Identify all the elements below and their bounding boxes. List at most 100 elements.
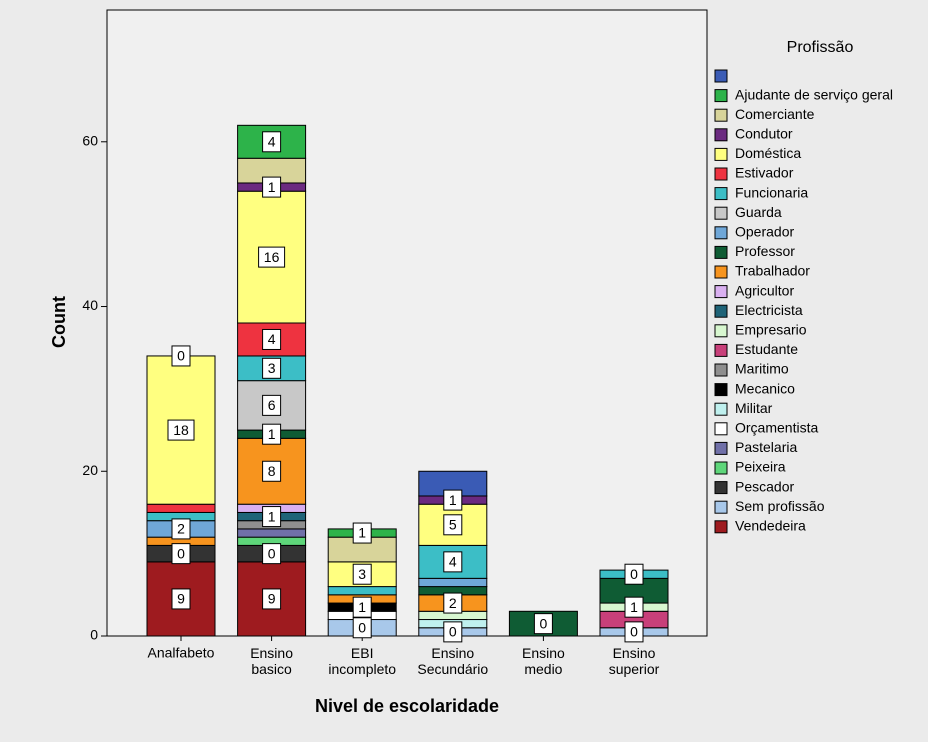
legend-label: Orçamentista [735, 420, 818, 436]
bar-segment [418, 577, 488, 588]
legend-label: Pastelaria [735, 439, 797, 455]
legend-label: Condutor [735, 126, 793, 142]
data-label: 6 [268, 397, 276, 413]
data-label: 0 [630, 624, 638, 640]
legend-label: Electricista [735, 302, 803, 318]
data-label-box [352, 617, 372, 639]
data-label-box [262, 357, 282, 379]
data-label-box [533, 613, 553, 635]
data-label-box [352, 563, 372, 585]
legend-swatch [714, 363, 728, 377]
data-label-box [262, 460, 282, 482]
legend-label: Guarda [735, 204, 782, 220]
bar-segment [146, 503, 216, 513]
data-label: 4 [268, 133, 276, 149]
data-label: 2 [449, 595, 457, 611]
legend-swatch [714, 461, 728, 475]
data-label: 5 [449, 517, 457, 533]
legend-swatch [714, 285, 728, 299]
legend-swatch [714, 304, 728, 318]
data-label-box [258, 246, 286, 268]
legend-label: Empresario [735, 322, 807, 338]
x-axis-label: Nivel de escolaridade [315, 696, 499, 716]
data-label: 9 [177, 591, 185, 607]
legend-label: Operador [735, 224, 794, 240]
data-label-box [443, 592, 463, 614]
data-label-box [443, 514, 463, 536]
x-tick-label: Ensino basico [250, 645, 293, 677]
legend-swatch [714, 245, 728, 259]
data-label: 16 [264, 249, 280, 265]
data-label-box [443, 551, 463, 573]
data-label: 8 [268, 463, 276, 479]
data-label: 1 [268, 508, 276, 524]
data-label: 0 [177, 348, 185, 364]
legend-label: Estudante [735, 341, 798, 357]
data-label: 4 [268, 331, 276, 347]
legend-label: Vendedeira [735, 518, 806, 534]
legend-swatch [714, 441, 728, 455]
data-label-box [262, 328, 282, 350]
legend-label: Pescador [735, 478, 794, 494]
legend-swatch [714, 147, 728, 161]
data-label-box [167, 419, 195, 441]
data-label: 4 [449, 554, 457, 570]
legend-swatch [714, 69, 728, 83]
data-label-box [443, 489, 463, 511]
data-label-box [171, 543, 191, 565]
data-label: 2 [177, 521, 185, 537]
data-label: 0 [449, 624, 457, 640]
data-label-box [443, 621, 463, 643]
data-label: 0 [630, 566, 638, 582]
data-label-box [262, 394, 282, 416]
x-tick-label: Ensino medio [522, 645, 565, 677]
data-label-box [624, 621, 644, 643]
data-label-box [171, 588, 191, 610]
data-label: 0 [268, 545, 276, 561]
data-label-box [262, 131, 282, 153]
data-label-box [352, 522, 372, 544]
legend-swatch [714, 167, 728, 181]
data-label: 1 [630, 599, 638, 615]
legend-swatch [714, 324, 728, 338]
data-label-box [171, 345, 191, 367]
y-axis-label: Count [49, 296, 69, 348]
bar-segment [237, 528, 307, 538]
legend-label: Comerciante [735, 106, 815, 122]
data-label: 1 [268, 426, 276, 442]
legend-swatch [714, 187, 728, 201]
legend-swatch [714, 206, 728, 220]
y-tick-label: 0 [90, 627, 98, 643]
data-label-box [262, 176, 282, 198]
x-tick-label: Ensino superior [609, 645, 660, 677]
data-label: 0 [540, 615, 548, 631]
y-tick-label: 20 [82, 462, 98, 478]
legend-swatch [714, 383, 728, 397]
x-tick-label: Ensino Secundário [417, 645, 488, 677]
data-label-box [262, 543, 282, 565]
data-label: 9 [268, 591, 276, 607]
legend-swatch [714, 89, 728, 103]
legend-swatch [714, 500, 728, 514]
data-label-box [624, 563, 644, 585]
legend-label: Estivador [735, 165, 794, 181]
data-label-box [262, 423, 282, 445]
legend-swatch [714, 265, 728, 279]
legend-swatch [714, 422, 728, 436]
data-label: 3 [268, 360, 276, 376]
legend-label: Ajudante de serviço geral [735, 86, 893, 102]
data-label-box [171, 518, 191, 540]
legend-swatch [714, 226, 728, 240]
legend-label: Maritimo [735, 361, 789, 377]
legend-label: Agricultor [735, 282, 794, 298]
data-label: 1 [268, 179, 276, 195]
legend-swatch [714, 402, 728, 416]
data-label-box [262, 506, 282, 528]
x-tick-label: EBI incompleto [328, 645, 396, 677]
data-label: 1 [358, 599, 366, 615]
data-label: 1 [358, 525, 366, 541]
data-label: 0 [358, 619, 366, 635]
legend-swatch [714, 128, 728, 142]
legend-label: Mecanico [735, 380, 795, 396]
